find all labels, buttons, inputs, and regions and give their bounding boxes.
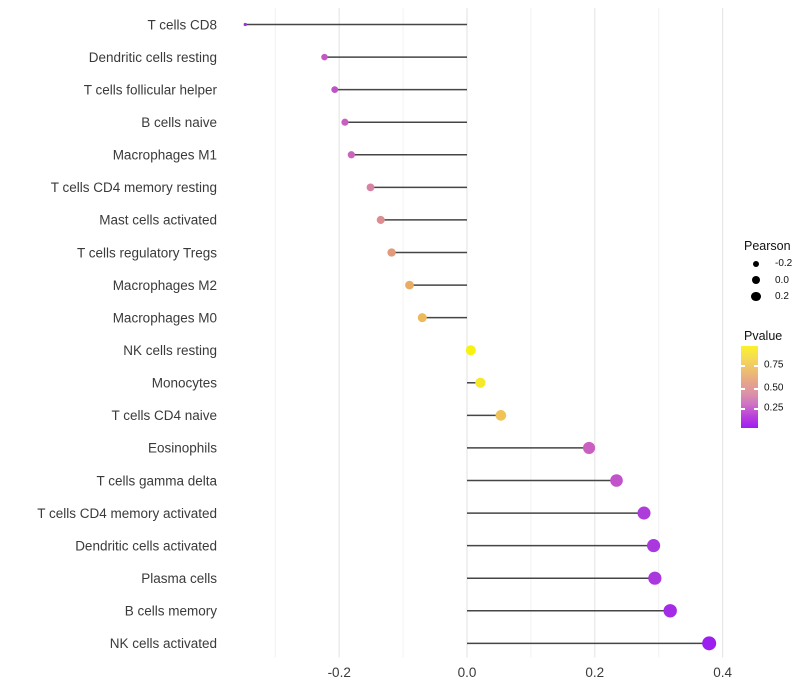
y-axis-label: T cells CD8 [147, 17, 217, 32]
colorbar-label: 0.75 [764, 359, 784, 371]
colorbar-tick [741, 408, 745, 410]
lollipop-point [321, 53, 328, 61]
y-axis-label: Monocytes [152, 376, 218, 391]
x-axis-tick-label: 0.2 [585, 665, 604, 680]
pvalue-legend-title: Pvalue [744, 329, 783, 343]
lollipop-point [243, 22, 247, 27]
lollipop-point [637, 506, 651, 520]
lollipop-point [331, 86, 339, 94]
lollipop-point [405, 280, 414, 290]
size-legend-entry: 0.2 [744, 289, 789, 305]
y-axis-label: B cells naive [141, 115, 217, 130]
y-axis-label: Dendritic cells resting [89, 50, 217, 65]
lollipop-point [648, 571, 662, 585]
y-axis-label: Dendritic cells activated [75, 538, 217, 553]
y-axis-label: T cells regulatory Tregs [77, 245, 217, 260]
y-axis-label: Macrophages M1 [113, 148, 217, 163]
lollipop-point [366, 183, 375, 192]
size-legend-entry: 0.0 [744, 272, 789, 288]
size-legend-dot-medium [752, 275, 761, 285]
lollipop-point [376, 215, 385, 224]
y-axis-label: T cells CD4 naive [111, 408, 217, 423]
lollipop-point [495, 410, 507, 421]
y-axis-label: Mast cells activated [99, 213, 217, 228]
lollipop-point [341, 118, 349, 126]
lollipop-point [610, 474, 623, 487]
colorbar-label: 0.50 [764, 382, 784, 394]
y-axis-label: Macrophages M2 [113, 278, 217, 293]
lollipop-point [387, 248, 396, 257]
x-axis-tick-label: 0.4 [713, 665, 732, 680]
lollipop-point [465, 345, 476, 356]
size-legend-dot-small [753, 260, 759, 267]
y-axis-label: T cells CD4 memory activated [37, 506, 217, 521]
colorbar-label: 0.25 [764, 402, 784, 414]
y-axis-label: T cells follicular helper [84, 82, 218, 97]
legend: Pearson -0.2 0.0 0.2 Pvalue 0.75 0.50 0.… [738, 232, 800, 432]
x-axis-tick-label: -0.2 [328, 665, 351, 680]
size-legend-entry: -0.2 [744, 256, 792, 272]
lollipop-point [702, 636, 717, 651]
colorbar-tick [754, 408, 758, 410]
lollipop-point [663, 604, 677, 618]
size-legend-dot-large [751, 291, 761, 302]
y-axis-label: B cells memory [125, 604, 218, 619]
y-axis-label: Macrophages M0 [113, 310, 217, 325]
colorbar-tick [741, 365, 745, 367]
y-axis-label: NK cells resting [123, 343, 217, 358]
lollipop-point [347, 151, 355, 159]
lollipop-point [647, 539, 661, 553]
y-axis-label: Eosinophils [148, 441, 217, 456]
y-axis-label: NK cells activated [110, 636, 217, 651]
colorbar-tick [741, 388, 745, 390]
lollipop-point [582, 441, 596, 455]
y-axis-label: T cells CD4 memory resting [51, 180, 217, 195]
size-legend-title: Pearson [744, 239, 791, 253]
lollipop-point [475, 377, 486, 388]
size-legend-label: 0.0 [775, 274, 789, 286]
y-axis-label: T cells gamma delta [96, 473, 217, 488]
x-axis-tick-label: 0.0 [458, 665, 477, 680]
y-axis-label: Plasma cells [141, 571, 217, 586]
size-legend-label: -0.2 [775, 258, 793, 269]
colorbar-tick [754, 365, 758, 367]
size-legend-label: 0.2 [775, 291, 789, 302]
lollipop-point [417, 313, 427, 323]
pvalue-colorbar [741, 346, 758, 428]
colorbar-tick [754, 388, 758, 390]
